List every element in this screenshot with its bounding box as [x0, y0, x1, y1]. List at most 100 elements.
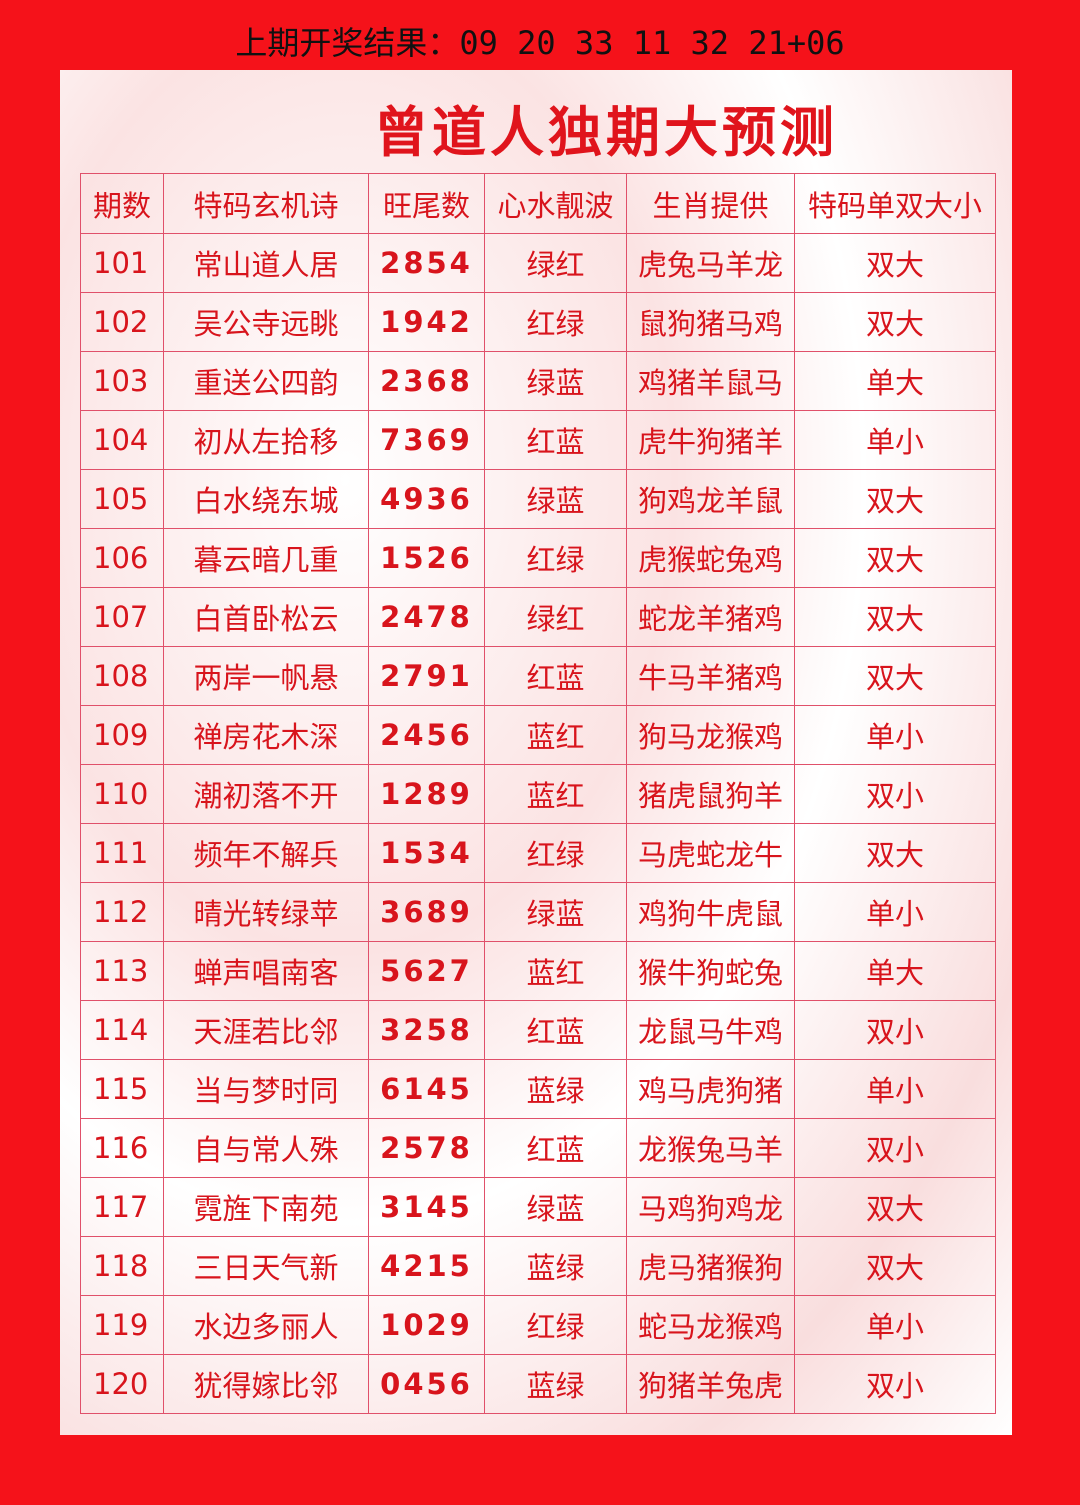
table-cell: 双大 [794, 823, 996, 883]
table-body: 101 常山道人居 2854 绿红 虎兔马羊龙 双大 102 吴公寺远眺 1942 红绿 鼠狗猪马鸡… [80, 233, 996, 1414]
table-cell: 双小 [794, 1354, 996, 1414]
table-cell: 红绿 [484, 528, 627, 588]
table-cell: 红绿 [484, 1295, 627, 1355]
table-cell: 115 [80, 1059, 164, 1119]
table-cell: 鸡狗牛虎鼠 [626, 882, 795, 942]
table-cell: 红蓝 [484, 1118, 627, 1178]
table-cell: 2478 [368, 587, 485, 647]
table-cell: 蓝绿 [484, 1236, 627, 1296]
table-cell: 白首卧松云 [163, 587, 369, 647]
table-cell: 马鸡狗鸡龙 [626, 1177, 795, 1237]
table-cell: 单小 [794, 1295, 996, 1355]
table-cell: 绿蓝 [484, 1177, 627, 1237]
table-row: 117 霓旌下南苑 3145 绿蓝 马鸡狗鸡龙 双大 [80, 1177, 996, 1237]
table-cell: 114 [80, 1000, 164, 1060]
table-cell: 104 [80, 410, 164, 470]
table-cell: 白水绕东城 [163, 469, 369, 529]
column-header: 心水靓波 [484, 173, 627, 234]
table-cell: 双小 [794, 764, 996, 824]
table-cell: 2578 [368, 1118, 485, 1178]
table-cell: 狗鸡龙羊鼠 [626, 469, 795, 529]
table-cell: 0456 [368, 1354, 485, 1414]
table-cell: 红绿 [484, 823, 627, 883]
table-cell: 绿蓝 [484, 469, 627, 529]
column-header: 特码玄机诗 [163, 173, 369, 234]
table-cell: 106 [80, 528, 164, 588]
table-cell: 118 [80, 1236, 164, 1296]
table-cell: 双大 [794, 1177, 996, 1237]
table-row: 118 三日天气新 4215 蓝绿 虎马猪猴狗 双大 [80, 1236, 996, 1296]
table-cell: 双小 [794, 1000, 996, 1060]
table-cell: 红蓝 [484, 646, 627, 706]
table-cell: 双大 [794, 646, 996, 706]
table-cell: 117 [80, 1177, 164, 1237]
table-cell: 双大 [794, 528, 996, 588]
table-cell: 虎牛狗猪羊 [626, 410, 795, 470]
table-row: 115 当与梦时同 6145 蓝绿 鸡马虎狗猪 单小 [80, 1059, 996, 1119]
table-cell: 1526 [368, 528, 485, 588]
table-cell: 单大 [794, 941, 996, 1001]
table-cell: 蓝红 [484, 941, 627, 1001]
table-cell: 单大 [794, 351, 996, 411]
table-cell: 双小 [794, 1118, 996, 1178]
table-cell: 狗猪羊兔虎 [626, 1354, 795, 1414]
table-cell: 3145 [368, 1177, 485, 1237]
table-cell: 蓝绿 [484, 1059, 627, 1119]
column-header: 旺尾数 [368, 173, 485, 234]
table-cell: 2368 [368, 351, 485, 411]
table-cell: 霓旌下南苑 [163, 1177, 369, 1237]
table-cell: 2854 [368, 233, 485, 293]
table-cell: 禅房花木深 [163, 705, 369, 765]
table-cell: 红绿 [484, 292, 627, 352]
table-cell: 马虎蛇龙牛 [626, 823, 795, 883]
header-row: 期数 特码玄机诗 旺尾数 心水靓波 生肖提供 特码单双大小 [80, 173, 996, 234]
table-cell: 2456 [368, 705, 485, 765]
table-cell: 4215 [368, 1236, 485, 1296]
prediction-table: 期数 特码玄机诗 旺尾数 心水靓波 生肖提供 特码单双大小 101 常山道人居 2854 绿红虎… [80, 173, 996, 1414]
table-row: 109 禅房花木深 2456 蓝红 狗马龙猴鸡 单小 [80, 705, 996, 765]
table-row: 105 白水绕东城 4936 绿蓝 狗鸡龙羊鼠 双大 [80, 469, 996, 529]
table-cell: 双大 [794, 1236, 996, 1296]
table-cell: 双大 [794, 469, 996, 529]
column-header: 生肖提供 [626, 173, 795, 234]
table-cell: 自与常人殊 [163, 1118, 369, 1178]
table-cell: 108 [80, 646, 164, 706]
table-cell: 101 [80, 233, 164, 293]
table-cell: 7369 [368, 410, 485, 470]
table-row: 113 蝉声唱南客 5627 蓝红 猴牛狗蛇兔 单大 [80, 941, 996, 1001]
table-cell: 重送公四韵 [163, 351, 369, 411]
table-cell: 猪虎鼠狗羊 [626, 764, 795, 824]
table-cell: 鸡猪羊鼠马 [626, 351, 795, 411]
table-cell: 双大 [794, 292, 996, 352]
table-cell: 1534 [368, 823, 485, 883]
table-cell: 龙鼠马牛鸡 [626, 1000, 795, 1060]
table-cell: 1029 [368, 1295, 485, 1355]
table-row: 103 重送公四韵 2368 绿蓝 鸡猪羊鼠马 单大 [80, 351, 996, 411]
table-row: 111 频年不解兵 1534 红绿 马虎蛇龙牛 双大 [80, 823, 996, 883]
table-cell: 潮初落不开 [163, 764, 369, 824]
table-cell: 110 [80, 764, 164, 824]
table-cell: 105 [80, 469, 164, 529]
table-cell: 4936 [368, 469, 485, 529]
table-row: 114 天涯若比邻 3258 红蓝 龙鼠马牛鸡 双小 [80, 1000, 996, 1060]
table-cell: 双大 [794, 587, 996, 647]
table-cell: 鸡马虎狗猪 [626, 1059, 795, 1119]
table-cell: 5627 [368, 941, 485, 1001]
table-cell: 1289 [368, 764, 485, 824]
table-row: 107 白首卧松云 2478 绿红 蛇龙羊猪鸡 双大 [80, 587, 996, 647]
table-row: 110 潮初落不开 1289 蓝红 猪虎鼠狗羊 双小 [80, 764, 996, 824]
table-cell: 吴公寺远眺 [163, 292, 369, 352]
table-cell: 当与梦时同 [163, 1059, 369, 1119]
table-row: 119 水边多丽人 1029 红绿 蛇马龙猴鸡 单小 [80, 1295, 996, 1355]
table-cell: 3689 [368, 882, 485, 942]
table-cell: 单小 [794, 410, 996, 470]
table-row: 108 两岸一帆悬 2791 红蓝 牛马羊猪鸡 双大 [80, 646, 996, 706]
table-cell: 虎马猪猴狗 [626, 1236, 795, 1296]
column-header: 期数 [80, 173, 164, 234]
table-cell: 牛马羊猪鸡 [626, 646, 795, 706]
table-cell: 三日天气新 [163, 1236, 369, 1296]
table-cell: 6145 [368, 1059, 485, 1119]
table-cell: 红蓝 [484, 410, 627, 470]
table-cell: 112 [80, 882, 164, 942]
